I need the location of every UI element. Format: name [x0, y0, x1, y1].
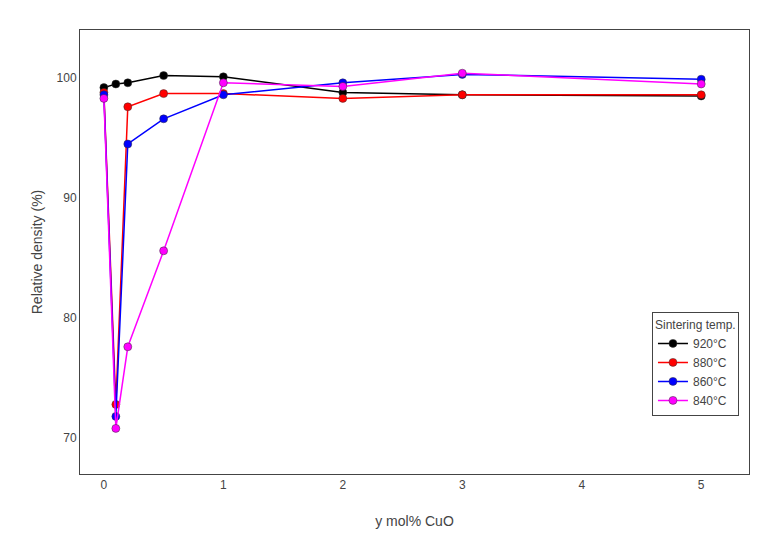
svg-text:100: 100 — [57, 71, 77, 85]
svg-text:0: 0 — [101, 478, 108, 492]
svg-text:Relative density (%): Relative density (%) — [29, 190, 45, 315]
svg-text:y mol% CuO: y mol% CuO — [375, 513, 454, 529]
svg-text:840°C: 840°C — [693, 394, 727, 408]
svg-text:920°C: 920°C — [693, 337, 727, 351]
svg-text:4: 4 — [578, 478, 585, 492]
svg-text:5: 5 — [698, 478, 705, 492]
svg-text:1: 1 — [220, 478, 227, 492]
svg-text:880°C: 880°C — [693, 356, 727, 370]
svg-text:90: 90 — [63, 191, 77, 205]
svg-text:80: 80 — [63, 311, 77, 325]
svg-text:860°C: 860°C — [693, 375, 727, 389]
svg-text:3: 3 — [459, 478, 466, 492]
svg-text:70: 70 — [63, 431, 77, 445]
svg-text:Sintering temp.: Sintering temp. — [655, 318, 736, 332]
svg-text:2: 2 — [339, 478, 346, 492]
